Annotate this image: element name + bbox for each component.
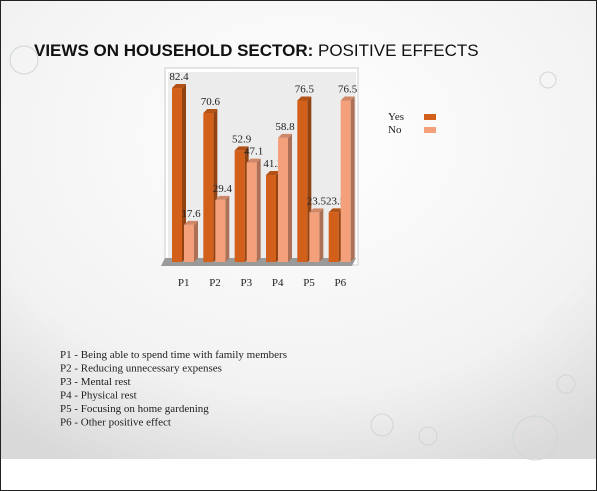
- x-tick-label: P6: [335, 277, 347, 289]
- bar-top: [328, 208, 343, 213]
- value-label: 29.4: [213, 183, 233, 195]
- legend-swatch: [424, 127, 436, 133]
- bar-top: [340, 96, 355, 101]
- bar-top: [172, 84, 186, 89]
- value-label: 76.5: [295, 84, 315, 96]
- value-label: 58.8: [275, 121, 295, 133]
- drop: [556, 374, 576, 394]
- title: VIEWS ON HOUSEHOLD SECTOR: POSITIVE EFFE…: [34, 41, 479, 60]
- note: P5 - Focusing on home gardening: [60, 403, 209, 415]
- legend-swatch: [424, 114, 436, 120]
- value-label: 70.6: [201, 96, 221, 108]
- drop: [370, 413, 394, 437]
- bar: [246, 162, 257, 262]
- bar-top: [215, 195, 230, 200]
- note: P3 - Mental rest: [60, 376, 131, 388]
- bar-top: [297, 96, 312, 101]
- value-label: 23.5: [307, 195, 327, 207]
- x-tick-label: P2: [209, 277, 221, 289]
- bar-top: [234, 146, 249, 151]
- drop: [418, 426, 438, 446]
- x-tick-label: P5: [303, 277, 315, 289]
- value-label: 17.6: [181, 208, 201, 220]
- value-label: 47.1: [244, 146, 263, 158]
- legend-label: No: [388, 124, 402, 136]
- bar: [172, 88, 182, 263]
- note: P6 - Other positive effect: [60, 417, 171, 429]
- drop: [9, 45, 39, 75]
- x-tick-label: P3: [241, 277, 253, 289]
- bar: [266, 175, 276, 262]
- bar-side: [350, 96, 355, 262]
- bar: [340, 100, 351, 262]
- note: P1 - Being able to spend time with famil…: [60, 349, 287, 361]
- bar: [215, 199, 226, 262]
- bar: [328, 212, 339, 262]
- bar: [203, 112, 214, 262]
- bar: [297, 100, 308, 262]
- bar-top: [203, 108, 218, 113]
- bar: [234, 150, 245, 262]
- bar-side: [319, 208, 324, 262]
- note: P4 - Physical rest: [60, 390, 137, 402]
- legend-label: Yes: [388, 111, 404, 123]
- bar-side: [288, 133, 292, 262]
- bar-top: [246, 158, 261, 163]
- plot: 82.4 17.6 70.6 29.4 52.947.141.2 58.8 76.5 23.5…: [169, 71, 358, 263]
- value-label: 76.5: [338, 84, 358, 96]
- bar-side: [194, 220, 198, 262]
- bar: [278, 137, 288, 262]
- bar: [184, 224, 194, 262]
- bar-side: [182, 84, 186, 263]
- bar: [309, 212, 320, 262]
- bar-top: [184, 220, 198, 225]
- drop: [512, 415, 558, 461]
- bar-top: [278, 133, 292, 138]
- value-label: 41.2: [263, 158, 282, 170]
- title-rest: POSITIVE EFFECTS: [318, 41, 479, 60]
- note: P2 - Reducing unnecessary expenses: [60, 363, 222, 375]
- notes: P1 - Being able to spend time with famil…: [60, 349, 287, 429]
- drop: [539, 71, 557, 89]
- bar-top: [266, 171, 280, 176]
- bar-side: [225, 195, 230, 262]
- bar-side: [256, 158, 261, 262]
- title-bold: VIEWS ON HOUSEHOLD SECTOR:: [34, 41, 313, 60]
- bar-top: [309, 208, 324, 213]
- x-tick-label: P1: [178, 277, 190, 289]
- value-label: 52.9: [232, 133, 252, 145]
- x-tick-label: P4: [272, 277, 284, 289]
- value-label: 82.4: [169, 71, 189, 83]
